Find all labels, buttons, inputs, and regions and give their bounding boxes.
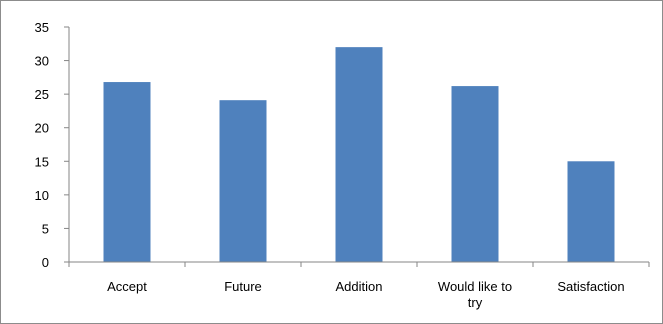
bars	[103, 47, 615, 263]
y-tick-label: 20	[35, 121, 49, 136]
x-category-label: Satisfaction	[557, 279, 624, 294]
x-category-label: Accept	[107, 279, 147, 294]
y-tick-label: 30	[35, 54, 49, 69]
y-axis-ticks: 0 5 10 15 20 25 30 35	[35, 20, 69, 270]
bar-accept	[103, 82, 151, 262]
y-tick-label: 0	[42, 255, 49, 270]
x-category-label: Addition	[336, 279, 383, 294]
y-tick-label: 15	[35, 154, 49, 169]
axes	[68, 27, 650, 267]
x-category-label: Would like to	[438, 279, 512, 294]
bar-would-like-to-try	[451, 86, 499, 262]
bar-satisfaction	[567, 161, 615, 262]
y-tick-label: 10	[35, 188, 49, 203]
y-tick-label: 25	[35, 87, 49, 102]
bar-addition	[335, 47, 383, 263]
y-tick-label: 35	[35, 20, 49, 35]
bar-future	[219, 100, 267, 262]
x-category-label: try	[468, 295, 483, 310]
x-category-label: Future	[224, 279, 262, 294]
y-tick-label: 5	[42, 221, 49, 236]
